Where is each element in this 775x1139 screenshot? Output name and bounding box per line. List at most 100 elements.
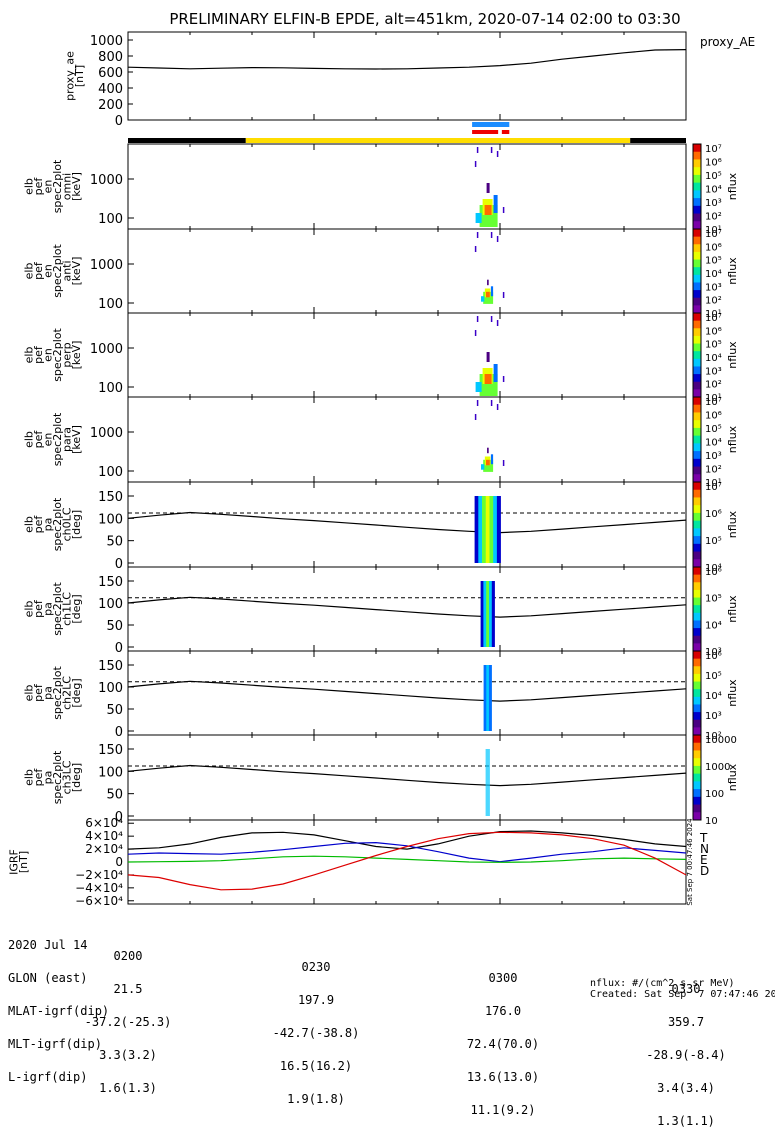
flux-pixel bbox=[475, 213, 482, 223]
pa-panel-3-colorbar-label: 1000 bbox=[705, 762, 730, 773]
igrf-line-E bbox=[127, 855, 687, 863]
pa-tick-label: 150 bbox=[98, 575, 123, 590]
proxy-ae-frame bbox=[127, 31, 687, 121]
spec-panel-3-colorbar-label: 10² bbox=[705, 465, 722, 476]
ylabel-line: spec2plot bbox=[51, 666, 64, 720]
ylabel-line: ch2LC bbox=[60, 676, 73, 710]
spec-panel-1-colorbar-swatch bbox=[693, 267, 701, 276]
ylabel-line: pef bbox=[32, 599, 45, 618]
pa-tick-label: 100 bbox=[98, 597, 123, 612]
elfin-summary-plot: PRELIMINARY ELFIN-B EPDE, alt=451km, 202… bbox=[7, 10, 755, 908]
ylabel-line: pef bbox=[32, 515, 45, 534]
ylabel-line: pef bbox=[32, 261, 45, 280]
ylabel-line: elb bbox=[22, 769, 35, 786]
pa-panel-0-colorbar-swatch bbox=[693, 505, 701, 514]
flux-pixel bbox=[487, 279, 489, 286]
ylabel-line: pa bbox=[41, 686, 54, 700]
spec-panel-0-colorbar-swatch bbox=[693, 221, 701, 230]
spec-panel-3-colorbar-swatch bbox=[693, 420, 701, 429]
pa-panel-3-colorbar-swatch bbox=[693, 773, 701, 782]
proxy-ae-tick-label: 400 bbox=[98, 82, 123, 97]
ylabel-line: IGRF bbox=[7, 849, 20, 875]
ylabel-line: [nT] bbox=[73, 65, 86, 87]
pa-panel-3-frame bbox=[127, 734, 687, 821]
ylabel-line: elb bbox=[22, 263, 35, 280]
pa-panel-0-colorbar-swatch bbox=[693, 520, 701, 529]
spec-tick-label: 100 bbox=[98, 381, 123, 396]
igrf-legend-T: T bbox=[699, 831, 708, 845]
pa-panel-2-colorbar-label: 10⁵ bbox=[705, 671, 722, 682]
pa-panel-0-colorbar-swatch bbox=[693, 536, 701, 545]
spec-tick-label: 100 bbox=[98, 465, 123, 480]
spec-panel-0-colorbar-swatch bbox=[693, 174, 701, 184]
plot-title: PRELIMINARY ELFIN-B EPDE, alt=451km, 202… bbox=[169, 10, 680, 28]
flux-pixel bbox=[483, 459, 494, 472]
proxy-ae-tick-label: 800 bbox=[98, 50, 123, 65]
spec-panel-3-unit: nflux bbox=[726, 425, 739, 453]
spec-panel-1-colorbar-label: 10³ bbox=[705, 282, 722, 293]
flux-pixel bbox=[490, 454, 494, 465]
sunlight-bar-shadow bbox=[630, 138, 686, 143]
spec-panel-1-colorbar-swatch bbox=[693, 229, 701, 238]
pa-panel-2-colorbar-label: 10³ bbox=[705, 711, 722, 722]
pa-panel-0-colorbar-label: 10⁶ bbox=[705, 509, 722, 520]
ylabel-line: en bbox=[41, 264, 54, 278]
ylabel-line: para bbox=[60, 427, 73, 452]
spec-panel-0-frame bbox=[127, 143, 687, 230]
pa-panel-0-colorbar-swatch bbox=[693, 559, 701, 568]
spec-panel-2-frame bbox=[127, 312, 687, 398]
spec-panel-1-colorbar-label: 10² bbox=[705, 296, 722, 307]
spec-panel-2-colorbar-label: 10⁵ bbox=[705, 340, 722, 351]
spec-panel-3-flux bbox=[481, 447, 494, 472]
igrf-frame bbox=[127, 819, 687, 905]
pa-panel-2-colorbar-label: 10⁴ bbox=[705, 691, 722, 702]
pa-panel-1-colorbar-label: 10⁴ bbox=[705, 620, 722, 631]
spec-panel-1-flux bbox=[481, 279, 494, 304]
spec-panel-1-colorbar-swatch bbox=[693, 259, 701, 268]
proxy-ae-line bbox=[127, 49, 687, 70]
proxy-ae-tick-label: 0 bbox=[115, 114, 123, 129]
spec-panel-3-colorbar-label: 10⁶ bbox=[705, 411, 722, 422]
proxy-ae-tick-label: 1000 bbox=[90, 34, 123, 49]
spec-panel-2-colorbar-swatch bbox=[693, 313, 701, 322]
pa-panel-1-colorbar-swatch bbox=[693, 628, 701, 637]
spec-panel-0-colorbar-swatch bbox=[693, 205, 701, 215]
pa-tick-label: 0 bbox=[115, 641, 123, 656]
pa-panel-0-colorbar-swatch bbox=[693, 551, 701, 560]
pa-panel-2-frame bbox=[127, 650, 687, 736]
pa-panel-2-loss-cone-line bbox=[127, 680, 687, 702]
spec-panel-1-colorbar-label: 10¹ bbox=[705, 309, 722, 320]
flux-pixel bbox=[493, 364, 498, 382]
pa-flux-column bbox=[486, 665, 490, 731]
pa-flux-column bbox=[491, 581, 495, 647]
igrf-tick-label: 6×10⁴ bbox=[85, 816, 123, 830]
ylabel-line: [deg] bbox=[70, 594, 83, 623]
pa-panel-0-colorbar-swatch bbox=[693, 543, 701, 553]
spec-panel-3-colorbar-label: 10⁵ bbox=[705, 424, 722, 435]
spec-panel-1-colorbar-label: 10⁶ bbox=[705, 242, 722, 253]
pa-panel-2-colorbar-label: 10⁶ bbox=[705, 651, 722, 662]
footer-row-glon: GLON (east) 21.5 197.9 176.0 359.7 bbox=[8, 971, 705, 1029]
pa-panel-0-colorbar-swatch bbox=[693, 512, 701, 522]
spec-panel-3-colorbar-swatch bbox=[693, 397, 701, 406]
spec-panel-3-colorbar-swatch bbox=[693, 427, 701, 437]
pa-flux-column bbox=[474, 496, 479, 563]
spec-panel-2-colorbar-swatch bbox=[693, 328, 701, 337]
pa-panel-3-colorbar-swatch bbox=[693, 765, 701, 775]
ylabel-line: elb bbox=[22, 516, 35, 533]
flux-pixel bbox=[475, 382, 482, 392]
pa-tick-label: 50 bbox=[106, 703, 123, 718]
spec-panel-0-flux bbox=[475, 183, 498, 227]
pa-panel-2-colorbar-swatch bbox=[693, 651, 701, 660]
pa-panel-1-colorbar-swatch bbox=[693, 605, 701, 614]
pa-panel-2-colorbar-swatch bbox=[693, 666, 701, 675]
pa-panel-1-colorbar-swatch bbox=[693, 597, 701, 606]
spec-panel-3-colorbar-swatch bbox=[693, 474, 701, 483]
spec-panel-1-colorbar-swatch bbox=[693, 251, 701, 261]
spec-tick-label: 100 bbox=[98, 297, 123, 312]
spec-panel-0-colorbar-label: 10⁷ bbox=[705, 144, 722, 155]
spec-panel-0-colorbar-label: 10² bbox=[705, 212, 722, 223]
